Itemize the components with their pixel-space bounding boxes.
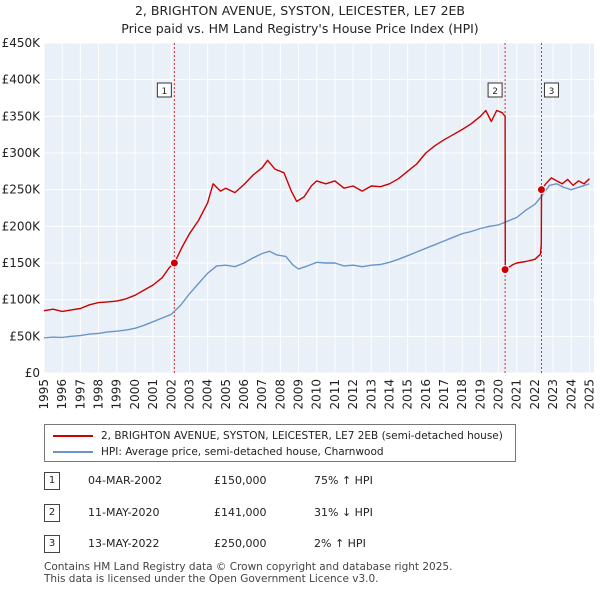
x-tick-label: 1999 [110, 379, 124, 410]
x-tick-label: 2002 [164, 379, 178, 410]
x-tick-label: 2025 [582, 379, 596, 410]
legend-hpi-swatch [53, 451, 93, 453]
x-tick-label: 2024 [564, 379, 578, 410]
sale-number-badge: 1 [44, 472, 60, 490]
legend-property-swatch [53, 435, 93, 437]
chart-title-line-2: Price paid vs. HM Land Registry's House … [121, 21, 479, 36]
footer: Contains HM Land Registry data © Crown c… [44, 561, 452, 585]
series-lines [43, 109, 590, 339]
footer-licence: This data is licensed under the Open Gov… [44, 573, 379, 585]
x-tick-label: 2009 [292, 379, 306, 410]
x-tick-label: 1997 [73, 379, 87, 410]
y-tick-label: £50K [9, 329, 41, 343]
sale-hpi-change: 31% ↓ HPI [314, 506, 373, 519]
sale-row: 1 04-MAR-2002 £150,000 75% ↑ HPI [44, 472, 464, 492]
x-tick-label: 1998 [92, 379, 106, 410]
sale-points [169, 185, 546, 275]
sale-price: £141,000 [214, 506, 267, 519]
sale-point [500, 265, 510, 275]
x-tick-label: 2023 [546, 379, 560, 410]
x-tick-label: 2011 [328, 379, 342, 410]
property-price-line [43, 109, 590, 313]
sale-date: 13-MAY-2022 [88, 537, 160, 550]
x-tick-label: 2016 [419, 379, 433, 410]
axis-tick-labels: £0 £50K £100K £150K £200K £250K £300K £350K £400… [2, 36, 597, 410]
footer-copyright: Contains HM Land Registry data © Crown c… [44, 561, 453, 573]
sale-marker-label: 1 [161, 87, 167, 97]
legend-property-label: 2, BRIGHTON AVENUE, SYSTON, LEICESTER, L… [101, 430, 503, 442]
sale-hpi-change: 2% ↑ HPI [314, 537, 366, 550]
sale-price: £150,000 [214, 474, 267, 487]
sale-row: 3 13-MAY-2022 £250,000 2% ↑ HPI [44, 535, 464, 555]
x-tick-label: 2017 [437, 379, 451, 410]
sale-price: £250,000 [214, 537, 267, 550]
x-tick-label: 2004 [201, 379, 215, 410]
sale-marker-box [543, 82, 559, 98]
y-tick-label: £300K [2, 146, 42, 160]
x-tick-label: 2012 [346, 379, 360, 410]
sale-date: 04-MAR-2002 [88, 474, 163, 487]
sale-marker-label: 2 [492, 87, 498, 97]
sale-hpi-change: 75% ↑ HPI [314, 474, 373, 487]
x-tick-label: 2006 [237, 379, 251, 410]
legend-hpi-label: HPI: Average price, semi-detached house,… [101, 446, 384, 458]
legend-item-property: 2, BRIGHTON AVENUE, SYSTON, LEICESTER, L… [53, 428, 503, 444]
x-tick-label: 2013 [364, 379, 378, 410]
plot-background [44, 43, 594, 373]
y-tick-label: £200K [2, 219, 42, 233]
sale-marker-label: 3 [549, 87, 555, 97]
x-tick-label: 2019 [473, 379, 487, 410]
y-tick-label: £100K [2, 293, 42, 307]
y-tick-label: £0 [25, 366, 40, 380]
grid-lines [43, 42, 594, 374]
x-tick-label: 1995 [37, 379, 51, 410]
x-tick-label: 2010 [310, 379, 324, 410]
sale-marker-box [487, 82, 503, 98]
sale-point [536, 185, 546, 195]
legend-item-hpi: HPI: Average price, semi-detached house,… [53, 444, 384, 460]
sale-number-badge: 2 [44, 504, 60, 522]
sale-row: 2 11-MAY-2020 £141,000 31% ↓ HPI [44, 504, 464, 524]
x-tick-label: 2005 [219, 379, 233, 410]
x-tick-label: 2018 [455, 379, 469, 410]
y-tick-label: £150K [2, 256, 42, 270]
legend: 2, BRIGHTON AVENUE, SYSTON, LEICESTER, L… [44, 424, 516, 462]
x-tick-label: 2022 [528, 379, 542, 410]
x-tick-label: 1996 [55, 379, 69, 410]
x-tick-label: 2003 [182, 379, 196, 410]
x-tick-label: 2015 [401, 379, 415, 410]
sale-marker-labels: 1 2 3 [156, 82, 559, 98]
price-chart: 1 2 3 £0 £50K £100K £150K £200K £250K £300K £350K… [2, 36, 597, 410]
x-tick-label: 2014 [382, 379, 396, 410]
sale-point [169, 258, 179, 268]
x-tick-label: 2000 [128, 379, 142, 410]
y-tick-label: £350K [2, 109, 42, 123]
x-tick-label: 2008 [273, 379, 287, 410]
chart-title: 2, BRIGHTON AVENUE, SYSTON, LEICESTER, L… [0, 2, 600, 38]
x-tick-label: 2007 [255, 379, 269, 410]
y-tick-label: £400K [2, 73, 42, 87]
chart-title-line-1: 2, BRIGHTON AVENUE, SYSTON, LEICESTER, L… [134, 3, 466, 18]
sale-number-badge: 3 [44, 535, 60, 553]
x-tick-label: 2001 [146, 379, 160, 410]
x-tick-label: 2020 [492, 379, 506, 410]
sale-date: 11-MAY-2020 [88, 506, 160, 519]
y-tick-label: £450K [2, 36, 42, 50]
x-tick-label: 2021 [510, 379, 524, 410]
sale-marker-box [156, 82, 172, 98]
y-tick-label: £250K [2, 183, 42, 197]
